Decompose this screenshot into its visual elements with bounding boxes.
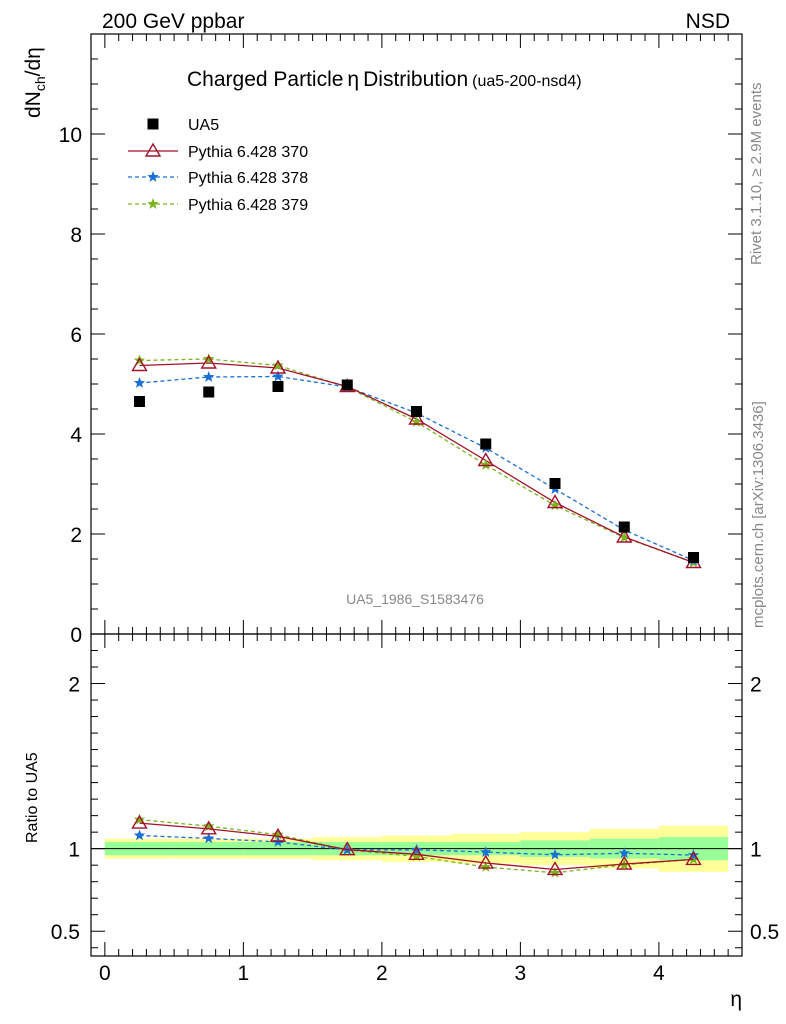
ratio-point <box>687 853 700 865</box>
data-point <box>131 357 148 372</box>
legend-label: Pythia 6.428 379 <box>188 197 308 214</box>
y-tick-label: 10 <box>59 124 82 147</box>
ratio-y-tick-label: 1 <box>68 839 80 862</box>
data-point <box>618 531 630 543</box>
ratio-point <box>480 861 492 872</box>
ratio-point <box>616 855 633 870</box>
data-point <box>200 354 217 369</box>
ratio-point <box>687 849 700 860</box>
data-point <box>549 478 561 489</box>
ratio-point <box>618 847 630 859</box>
series-line <box>139 358 694 564</box>
legend-label: UA5 <box>188 117 219 134</box>
data-point <box>408 410 425 425</box>
x-axis-label: η <box>730 988 742 1011</box>
legend-label: Pythia 6.428 370 <box>188 144 308 161</box>
ratio-y-tick-label-right: 2 <box>750 674 762 697</box>
legend-marker <box>147 198 159 209</box>
data-point <box>133 377 146 388</box>
x-tick-label: 0 <box>99 962 111 985</box>
ratio-series <box>131 813 702 878</box>
legend-marker <box>147 118 159 130</box>
y-tick-label: 6 <box>70 324 82 347</box>
data-point <box>688 552 700 563</box>
x-tick-label: 2 <box>376 962 388 985</box>
main-series <box>131 353 702 569</box>
legend-marker <box>147 171 159 182</box>
ratio-point <box>410 850 423 862</box>
ratio-panel-frame <box>90 633 743 957</box>
data-point <box>269 359 287 374</box>
ratio-point <box>200 820 217 835</box>
ratio-y-tick-label: 0.5 <box>51 921 80 944</box>
x-tick-label: 3 <box>515 962 527 985</box>
data-point <box>477 452 494 467</box>
series-line <box>139 375 694 562</box>
data-point <box>341 379 353 391</box>
ratio-point <box>339 841 356 856</box>
ratio-point <box>477 854 494 869</box>
data-point <box>546 494 564 509</box>
data-point <box>616 528 633 543</box>
axis-ticks: 0 1 2 3 4 0 2 4 6 8 10 0.5 0.5 1 1 2 2 <box>51 33 779 985</box>
ratio-point <box>203 832 215 844</box>
data-point <box>411 406 422 417</box>
x-tick-label: 1 <box>238 962 250 985</box>
data-point <box>410 416 423 427</box>
y-tick-label: 8 <box>70 224 82 247</box>
ratio-line <box>139 822 694 871</box>
ratio-point <box>685 851 702 866</box>
ratio-point <box>131 814 148 829</box>
ratio-point <box>549 866 561 878</box>
data-point <box>133 396 145 407</box>
data-point <box>203 353 215 364</box>
legend-label: Pythia 6.428 378 <box>188 170 308 187</box>
y-tick-label: 0 <box>70 624 82 647</box>
legend-marker <box>144 142 162 157</box>
ratio-point <box>480 846 492 857</box>
ratio-line <box>139 834 694 856</box>
y-axis-label-ratio: Ratio to UA5 <box>24 752 41 843</box>
data-point <box>549 499 561 511</box>
data-point <box>133 354 146 366</box>
ratio-line <box>139 818 694 874</box>
ratio-point <box>133 829 146 841</box>
side-text-rivet: Rivet 3.1.10, ≥ 2.9M events <box>748 83 765 266</box>
ratio-y-tick-label-right: 0.5 <box>750 921 779 944</box>
data-point <box>272 381 284 392</box>
ratio-y-tick-label-right: 1 <box>750 839 762 862</box>
analysis-watermark: UA5_1986_S1583476 <box>346 591 484 607</box>
data-point <box>203 386 215 398</box>
data-point <box>272 359 284 371</box>
header-right: NSD <box>686 10 730 33</box>
y-axis-label-main: dNch/dη <box>22 47 48 118</box>
y-tick-label: 2 <box>70 524 82 547</box>
chart-title: Charged Particle η Distribution (ua5-200-ns… <box>187 68 582 91</box>
ratio-point <box>549 848 561 860</box>
x-tick-label: 4 <box>653 962 665 985</box>
data-point <box>480 438 492 450</box>
y-tick-label: 4 <box>70 424 82 447</box>
ratio-point <box>546 861 564 876</box>
legend: UA5 Pythia 6.428 370 Pythia 6.428 378 Pythi… <box>128 117 308 214</box>
ratio-point <box>203 820 215 832</box>
data-point <box>203 371 215 382</box>
header-left: 200 GeV ppbar <box>102 10 244 33</box>
side-text-mcplots: mcplots.cern.ch [arXiv:1306.3436] <box>750 401 767 628</box>
ratio-point <box>133 813 146 825</box>
ratio-point <box>272 828 284 840</box>
ratio-point <box>410 843 423 855</box>
ratio-point <box>408 845 425 860</box>
data-point <box>480 459 492 470</box>
data-point <box>272 370 284 382</box>
ratio-point <box>269 827 287 842</box>
data-point <box>618 521 630 533</box>
series-line <box>139 362 694 564</box>
ratio-y-tick-label: 2 <box>68 674 80 697</box>
